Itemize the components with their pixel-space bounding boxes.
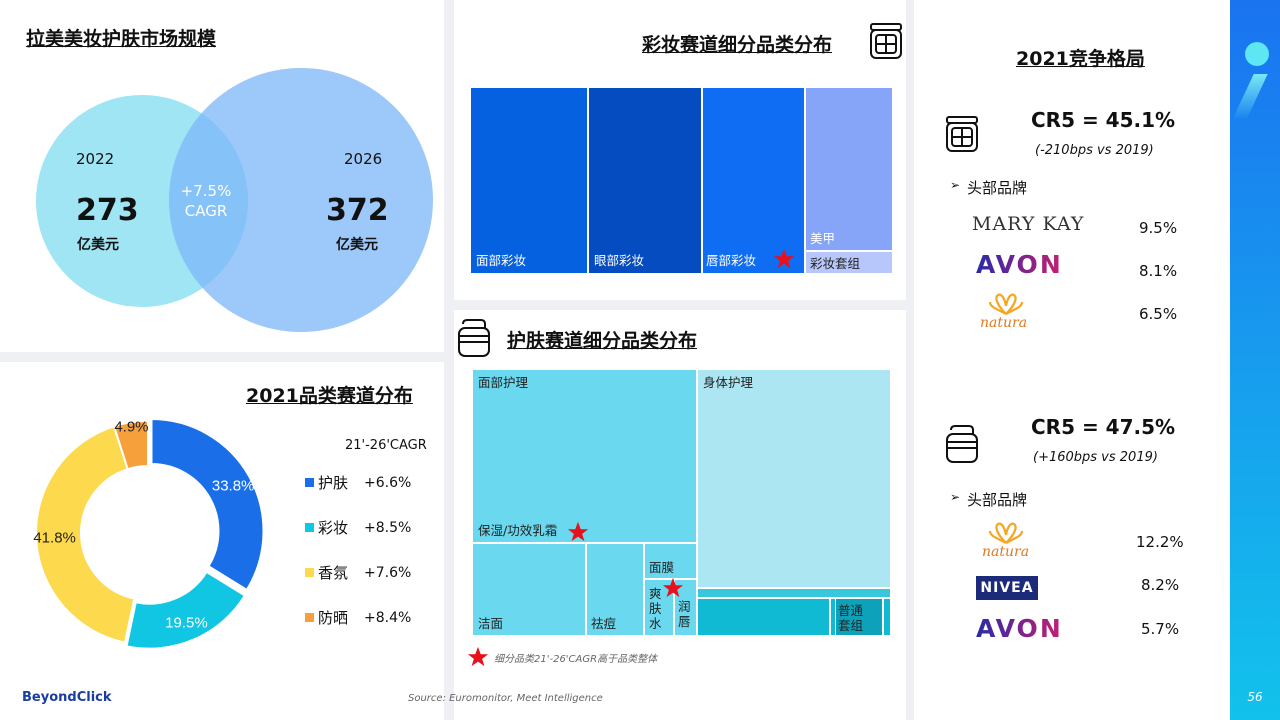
legend-cagr: +8.5% (364, 519, 412, 536)
venn-left-year: 2022 (76, 150, 115, 168)
legend-cagr: +8.4% (364, 609, 412, 626)
skin-cell-other-4 (884, 599, 890, 635)
venn-overlap-rate: +7.5% (180, 182, 232, 200)
brand-avon-share-2: 5.7% (1141, 620, 1180, 638)
skin-cell-lip: 润唇 (675, 580, 696, 635)
brand-avon-logo: AVON (976, 250, 1063, 279)
donut-label-3: 4.9% (114, 418, 148, 435)
legend-swatch (305, 523, 314, 532)
makeup-cell-set: 彩妆套组 (806, 252, 892, 273)
legend-swatch (305, 478, 314, 487)
venn-overlap-label: CAGR (184, 202, 228, 220)
brand-marykay-logo: MARY KAY (972, 213, 1085, 235)
donut-slice-1 (125, 570, 247, 650)
skincare-jar-icon (458, 319, 490, 357)
accent-bar (1230, 0, 1280, 720)
legend-swatch (305, 568, 314, 577)
skin-cell-other-2 (698, 599, 829, 635)
legend-swatch (305, 613, 314, 622)
skin-cell-mask: 面膜 (645, 544, 696, 578)
donut-label-2: 41.8% (33, 530, 76, 547)
category-title: 2021品类赛道分布 (246, 385, 413, 407)
brand-marykay-share: 9.5% (1139, 219, 1178, 237)
legend-item-3: 防晒 +8.4% (305, 607, 411, 628)
skincare-head-label: 头部品牌 (967, 491, 1028, 509)
accent-circle-icon (1245, 42, 1269, 66)
toner-star-icon (662, 577, 684, 598)
legend-cagr: +6.6% (364, 474, 412, 491)
legend-item-2: 香氛 +7.6% (305, 562, 411, 583)
moist-star-icon (567, 521, 589, 542)
lip-star-icon (773, 248, 795, 269)
competition-title: 2021竞争格局 (1016, 48, 1145, 70)
brand-natura-share: 6.5% (1139, 305, 1178, 323)
venn-circle-2026 (169, 68, 433, 332)
skincare-cr5-delta: (+160bps vs 2019) (1033, 450, 1158, 465)
skin-cell-acne: 祛痘 (587, 544, 643, 635)
beyondclick-logo: BeyondClick (22, 690, 112, 705)
legend-item-0: 护肤 +6.6% (305, 472, 411, 493)
skin-cell-face: 面部护理 保湿/功效乳霜 (473, 370, 696, 542)
skincare-tree-title: 护肤赛道细分品类分布 (507, 330, 698, 352)
makeup-cell-nail: 美甲 (806, 88, 892, 250)
category-cagr-header: 21'-26'CAGR (345, 438, 427, 453)
note-star-icon (467, 646, 489, 667)
donut-label-1: 19.5% (165, 615, 208, 632)
brand-natura-share-2: 12.2% (1136, 533, 1184, 551)
legend-item-1: 彩妆 +8.5% (305, 517, 411, 538)
venn-right-year: 2026 (344, 150, 383, 168)
brand-natura-logo-2: natura (982, 544, 1030, 560)
brand-natura-logo: natura (980, 315, 1028, 331)
skin-cell-body: 身体护理 (698, 370, 890, 587)
makeup-cell-face: 面部彩妆 (471, 88, 587, 273)
venn-left-value: 273 (76, 193, 139, 228)
brand-avon-logo-2: AVON (976, 614, 1063, 643)
skincare-head-arrow-icon: ➢ (950, 490, 961, 504)
donut-slice-3 (112, 419, 149, 471)
legend-name: 香氛 (318, 564, 349, 582)
venn-right-unit: 亿美元 (336, 237, 378, 253)
comp-makeup-palette-icon (946, 116, 978, 152)
makeup-head-arrow-icon: ➢ (950, 178, 961, 192)
source-note: Source: Euromonitor, Meet Intelligence (408, 693, 603, 704)
comp-skincare-jar-icon (946, 425, 978, 463)
makeup-cr5-delta: (-210bps vs 2019) (1035, 143, 1154, 158)
skin-cell-set: 普通 套组 (836, 599, 882, 635)
legend-name: 彩妆 (318, 519, 349, 537)
natura-flower-icon (988, 293, 1024, 315)
category-donut-chart: 33.8% 19.5% 41.8% 4.9% (33, 418, 265, 650)
donut-slice-0 (150, 418, 265, 592)
makeup-tree-title: 彩妆赛道细分品类分布 (642, 34, 833, 56)
venn-left-unit: 亿美元 (77, 237, 119, 253)
legend-name: 护肤 (318, 474, 349, 492)
donut-slice-2 (35, 425, 136, 644)
competition-panel (914, 0, 1230, 720)
market-title: 拉美美妆护肤市场规模 (26, 28, 217, 50)
venn-diagram (36, 68, 433, 332)
venn-right-value: 372 (326, 193, 389, 228)
skincare-note: 细分品类21'-26'CAGR高于品类整体 (494, 654, 658, 665)
makeup-head-label: 头部品牌 (967, 179, 1028, 197)
makeup-cr5: CR5 = 45.1% (1031, 108, 1176, 132)
brand-avon-share: 8.1% (1139, 262, 1178, 280)
makeup-palette-icon (870, 23, 902, 59)
natura-flower-icon-2 (988, 522, 1024, 544)
skin-cell-other-3 (831, 599, 835, 635)
page-number: 56 (1247, 690, 1263, 704)
donut-label-0: 33.8% (212, 477, 255, 494)
skin-cell-cleanse: 洁面 (473, 544, 585, 635)
makeup-cell-lip: 唇部彩妆 (703, 88, 804, 273)
legend-name: 防晒 (318, 609, 349, 627)
makeup-cell-eye: 眼部彩妆 (589, 88, 701, 273)
legend-cagr: +7.6% (364, 564, 412, 581)
brand-nivea-share: 8.2% (1141, 576, 1180, 594)
brand-nivea-logo: NIVEA (976, 576, 1038, 600)
skincare-cr5: CR5 = 47.5% (1031, 415, 1176, 439)
skin-cell-other-1 (698, 589, 890, 597)
